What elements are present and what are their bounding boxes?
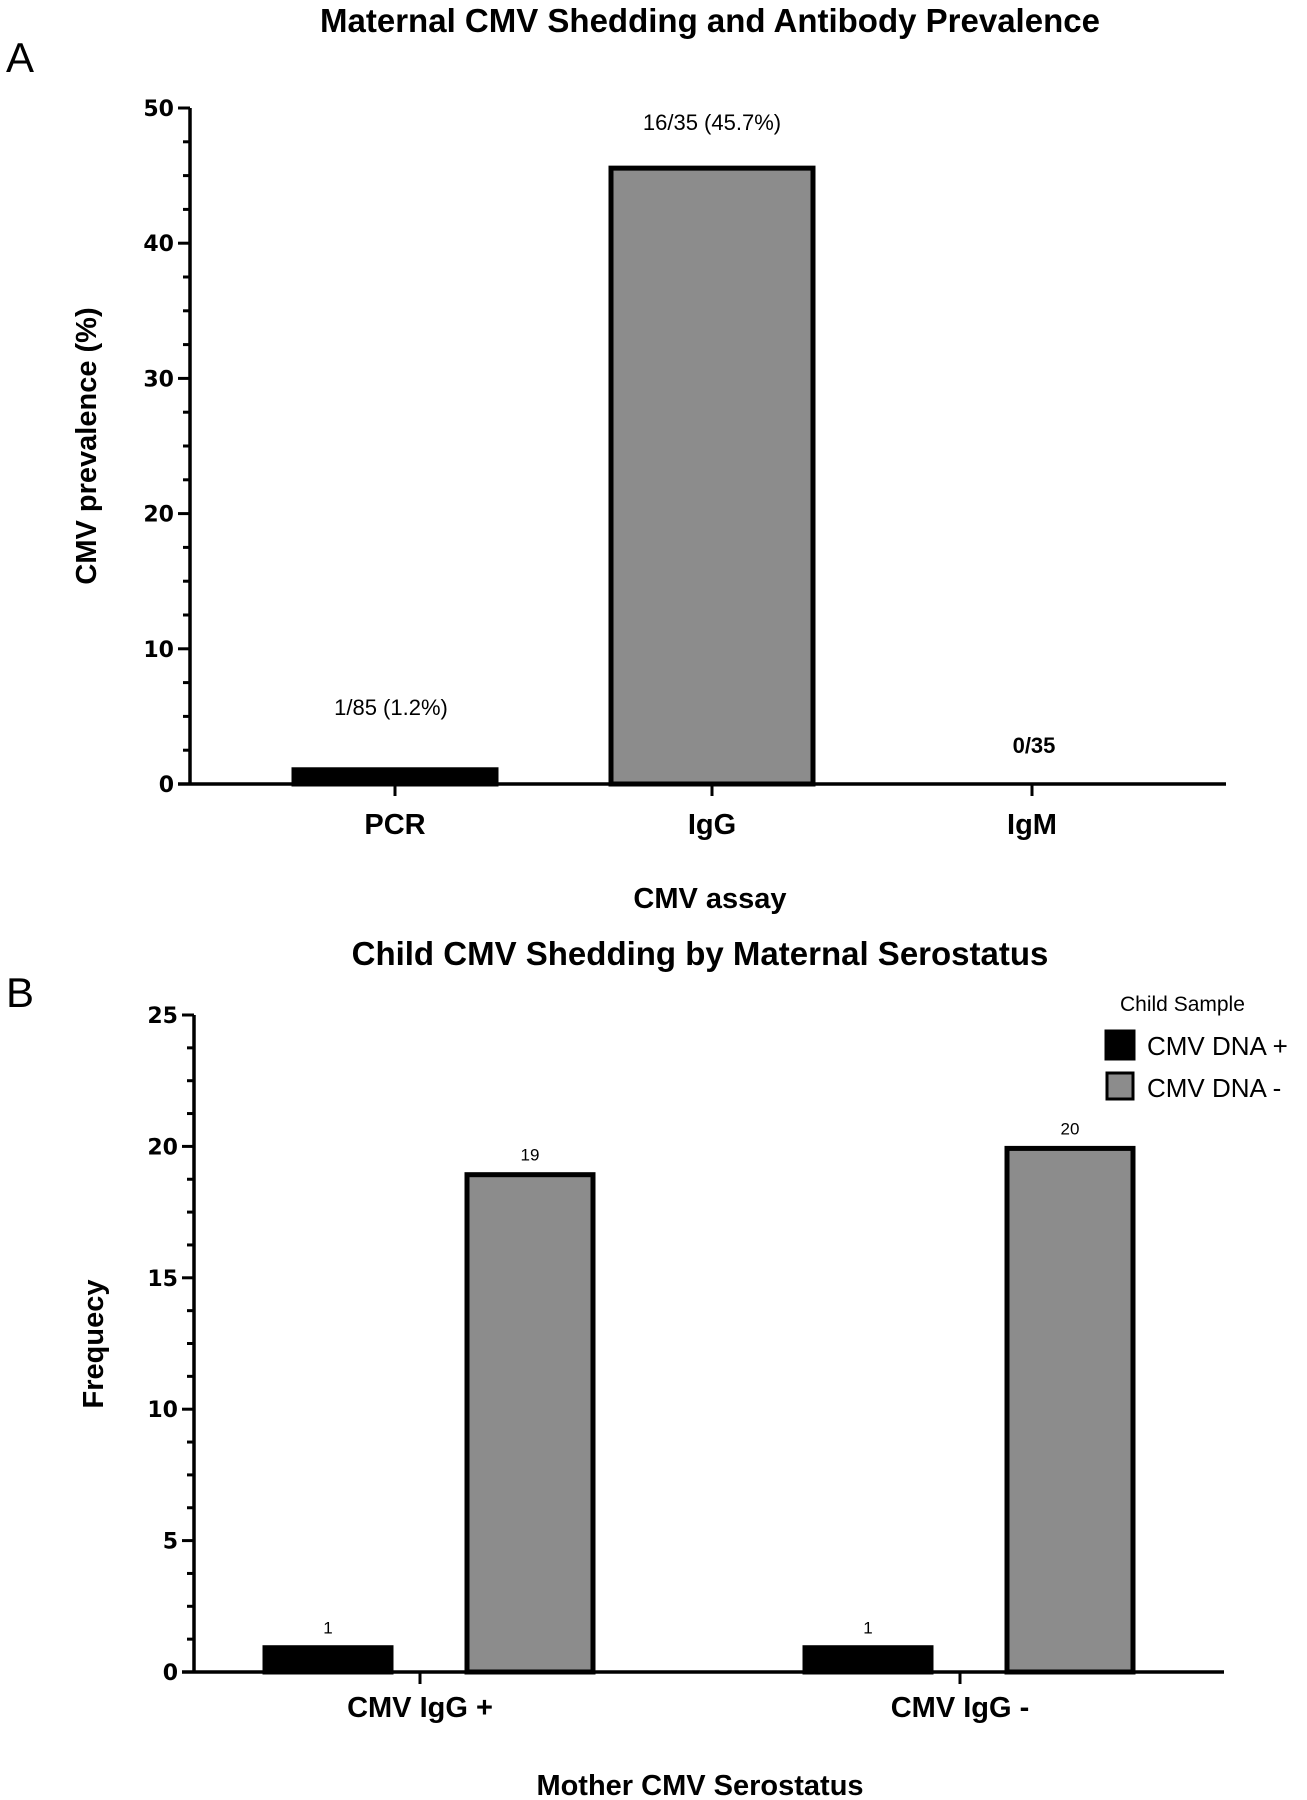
panel-a-y-tick-label: 20 bbox=[143, 503, 174, 528]
panel-a-bars bbox=[291, 165, 816, 787]
panel-a-y-axis-label: CMV prevalence (%) bbox=[71, 307, 103, 584]
legend-label-dna-positive: CMV DNA + bbox=[1147, 1031, 1288, 1061]
panel-a-y-tick-label: 30 bbox=[143, 367, 174, 392]
panel-a-data-label-igm: 0/35 bbox=[1013, 733, 1056, 758]
panel-a-x-tick-label: IgM bbox=[1007, 809, 1057, 841]
panel-b-y-tick-label: 5 bbox=[163, 1530, 178, 1555]
panel-b-bar-dna-negative-igg-positive bbox=[464, 1172, 596, 1675]
panel-a-x-tick-label: IgG bbox=[688, 809, 736, 841]
panel-a-y-tick-label: 0 bbox=[159, 773, 174, 798]
legend-label-dna-negative: CMV DNA - bbox=[1147, 1073, 1281, 1103]
panel-b-title: Child CMV Shedding by Maternal Serostatu… bbox=[352, 935, 1049, 972]
panel-b-y-tick-label: 10 bbox=[147, 1398, 178, 1423]
panel-a: A Maternal CMV Shedding and Antibody Pre… bbox=[6, 2, 1226, 915]
panel-b-letter: B bbox=[6, 969, 34, 1016]
panel-b-x-tick-label: CMV IgG - bbox=[891, 1692, 1030, 1724]
panel-b-bar-dna-negative-igg-negative bbox=[1004, 1145, 1136, 1675]
panel-a-letter: A bbox=[6, 34, 34, 81]
panel-b-data-label-dna-positive-igg-positive: 1 bbox=[323, 1619, 332, 1638]
panel-b-bar-dna-positive-igg-positive bbox=[262, 1645, 394, 1675]
panel-a-x-tick-label: PCR bbox=[364, 809, 425, 841]
panel-a-y-tick-label: 50 bbox=[143, 97, 174, 122]
legend: Child Sample CMV DNA + CMV DNA - bbox=[1104, 993, 1288, 1103]
panel-b-y-tick-label: 25 bbox=[147, 1004, 178, 1029]
panel-b-data-label-dna-positive-igg-negative: 1 bbox=[863, 1619, 872, 1638]
panel-b-y-tick-label: 15 bbox=[147, 1267, 178, 1292]
panel-a-bar-igg bbox=[608, 165, 816, 787]
panel-a-x-axis-label: CMV assay bbox=[633, 883, 786, 915]
panel-a-bar-pcr bbox=[291, 767, 499, 787]
panel-b-data-labels: 1 19 1 20 bbox=[323, 1119, 1079, 1637]
panel-b-x-axis-label: Mother CMV Serostatus bbox=[536, 1770, 863, 1800]
legend-title: Child Sample bbox=[1120, 993, 1245, 1016]
panel-a-data-label-pcr: 1/85 (1.2%) bbox=[334, 695, 448, 720]
panel-a-data-label-igg: 16/35 (45.7%) bbox=[643, 110, 781, 135]
panel-b-y-tick-label: 20 bbox=[147, 1135, 178, 1160]
legend-swatch-dna-negative bbox=[1105, 1071, 1135, 1101]
panel-b-y-tick-label: 0 bbox=[163, 1661, 178, 1686]
panel-a-y-tick-label: 40 bbox=[143, 232, 174, 257]
panel-b-bars bbox=[262, 1145, 1136, 1675]
panel-a-data-labels: 1/85 (1.2%) 16/35 (45.7%) 0/35 bbox=[334, 110, 1055, 758]
panel-b-x-tick-label: CMV IgG + bbox=[347, 1692, 493, 1724]
panel-b-data-label-dna-negative-igg-positive: 19 bbox=[521, 1146, 540, 1165]
panel-a-title: Maternal CMV Shedding and Antibody Preva… bbox=[320, 2, 1100, 39]
panel-b-data-label-dna-negative-igg-negative: 20 bbox=[1061, 1119, 1080, 1138]
legend-swatch-dna-positive bbox=[1104, 1029, 1136, 1061]
panel-b-bar-dna-positive-igg-negative bbox=[802, 1645, 934, 1675]
panel-b: B Child CMV Shedding by Maternal Serosta… bbox=[6, 935, 1288, 1800]
panel-b-y-axis-label: Frequecy bbox=[78, 1280, 110, 1409]
panel-a-y-tick-label: 10 bbox=[143, 638, 174, 663]
